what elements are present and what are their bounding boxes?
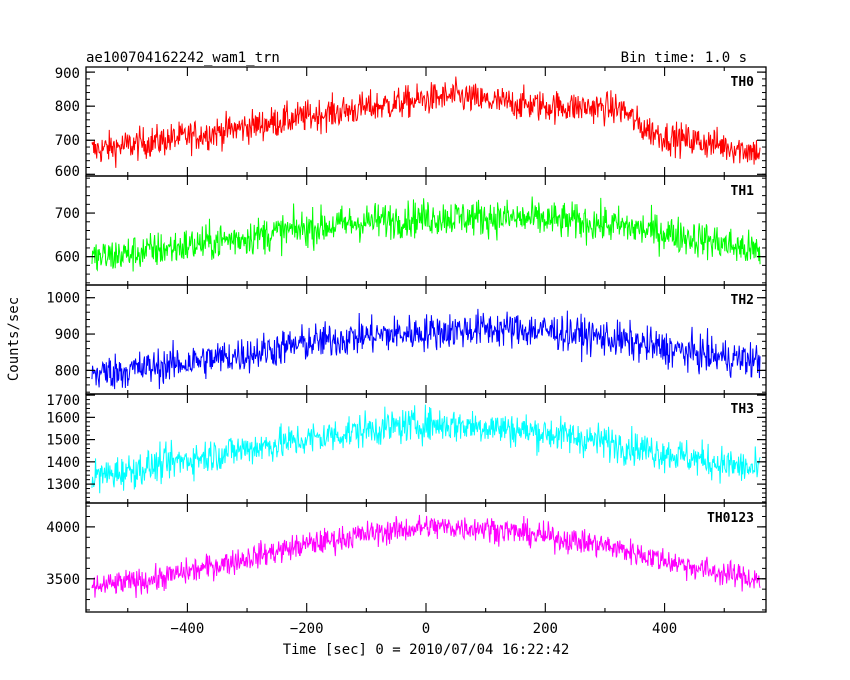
y-tick-label: 1000 [46, 291, 80, 307]
y-axis-title: Counts/sec [6, 297, 22, 381]
x-tick-label: 400 [652, 621, 677, 637]
bin-time-label: Bin time: 1.0 s [621, 50, 747, 66]
panel-label-th0123: TH0123 [707, 511, 754, 526]
panel-th0123: 3500 4000 TH0123 [46, 502, 767, 613]
chart-title: ae100704162242_wam1_trn [86, 50, 280, 66]
series-th2-line [91, 308, 761, 390]
x-tick-label: 0 [422, 621, 430, 637]
panels-group: 600 700 800 900 TH0 600 700 TH1 800 900 1000 TH2 130… [46, 66, 767, 637]
series-th0123-line [91, 514, 761, 598]
y-tick-label: 1400 [46, 455, 80, 471]
y-tick-label: 3500 [46, 572, 80, 588]
y-tick-label: 1700 [46, 393, 80, 409]
y-tick-label: 1600 [46, 410, 80, 426]
x-tick-label: −400 [171, 621, 205, 637]
series-th3-line [91, 404, 761, 494]
y-tick-label: 1500 [46, 433, 80, 449]
panel-th2: 800 900 1000 TH2 [46, 284, 767, 395]
panel-frame [85, 175, 767, 286]
panel-frame [85, 284, 767, 395]
y-tick-label: 700 [55, 133, 80, 149]
panel-th1: 600 700 TH1 [55, 175, 767, 286]
panel-label-th3: TH3 [731, 402, 754, 417]
series-th0-line [91, 76, 761, 168]
y-tick-label: 800 [55, 363, 80, 379]
panel-label-th1: TH1 [731, 184, 755, 199]
x-tick-label: 200 [533, 621, 558, 637]
x-tick-label: −200 [290, 621, 324, 637]
panel-th0: 600 700 800 900 TH0 [55, 66, 767, 180]
y-tick-label: 1300 [46, 477, 80, 493]
series-th1-line [91, 196, 761, 272]
y-tick-label: 600 [55, 250, 80, 266]
panel-label-th0: TH0 [731, 75, 755, 90]
y-tick-label: 600 [55, 164, 80, 180]
y-tick-label: 900 [55, 327, 80, 343]
panel-frame [85, 66, 767, 177]
panel-label-th2: TH2 [731, 293, 754, 308]
y-tick-label: 700 [55, 206, 80, 222]
y-tick-label: 900 [55, 66, 80, 82]
x-axis-title: Time [sec] 0 = 2010/07/04 16:22:42 [283, 642, 570, 658]
y-tick-label: 4000 [46, 520, 80, 536]
y-tick-label: 800 [55, 99, 80, 115]
